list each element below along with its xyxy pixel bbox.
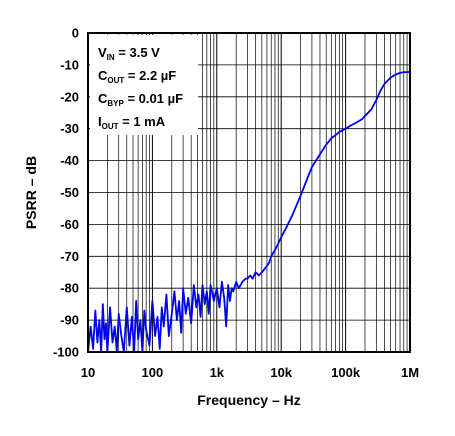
y-tick-label: -10	[60, 57, 79, 72]
y-tick-label: -50	[60, 185, 79, 200]
x-tick-label: 10k	[270, 365, 292, 380]
y-tick-label: -80	[60, 281, 79, 296]
x-tick-labels: 10 100 1k 10k 100k 1M	[81, 365, 419, 380]
y-axis-title: PSRR – dB	[23, 156, 39, 229]
annotation-line: COUT = 2.2 µF	[98, 68, 176, 85]
x-tick-label: 10	[81, 365, 95, 380]
y-tick-label: -40	[60, 153, 79, 168]
x-axis-title: Frequency – Hz	[197, 392, 300, 408]
annotation-line: IOUT = 1 mA	[98, 114, 166, 131]
y-tick-label: -30	[60, 121, 79, 136]
x-tick-label: 100	[142, 365, 164, 380]
y-tick-label: 0	[72, 26, 79, 41]
y-tick-label: -100	[53, 345, 79, 360]
plot-frame	[87, 32, 411, 353]
annotation-block: VIN = 3.5 V COUT = 2.2 µF CBYP = 0.01 µF IO…	[90, 35, 198, 135]
x-tick-label: 1M	[401, 365, 419, 380]
annotation-line: VIN = 3.5 V	[98, 45, 160, 62]
y-tick-label: -20	[60, 89, 79, 104]
y-tick-labels: 0 -10 -20 -30 -40 -50 -60 -70 -80 -90 -100	[53, 26, 79, 360]
annotation-background	[90, 35, 198, 135]
x-tick-label: 1k	[210, 365, 225, 380]
series-layer	[87, 71, 411, 353]
y-tick-label: -90	[60, 313, 79, 328]
series-line-psrr	[87, 71, 411, 353]
x-tick-label: 100k	[331, 365, 361, 380]
y-tick-label: -70	[60, 249, 79, 264]
y-tick-label: -60	[60, 217, 79, 232]
annotation-line: CBYP = 0.01 µF	[98, 91, 183, 108]
